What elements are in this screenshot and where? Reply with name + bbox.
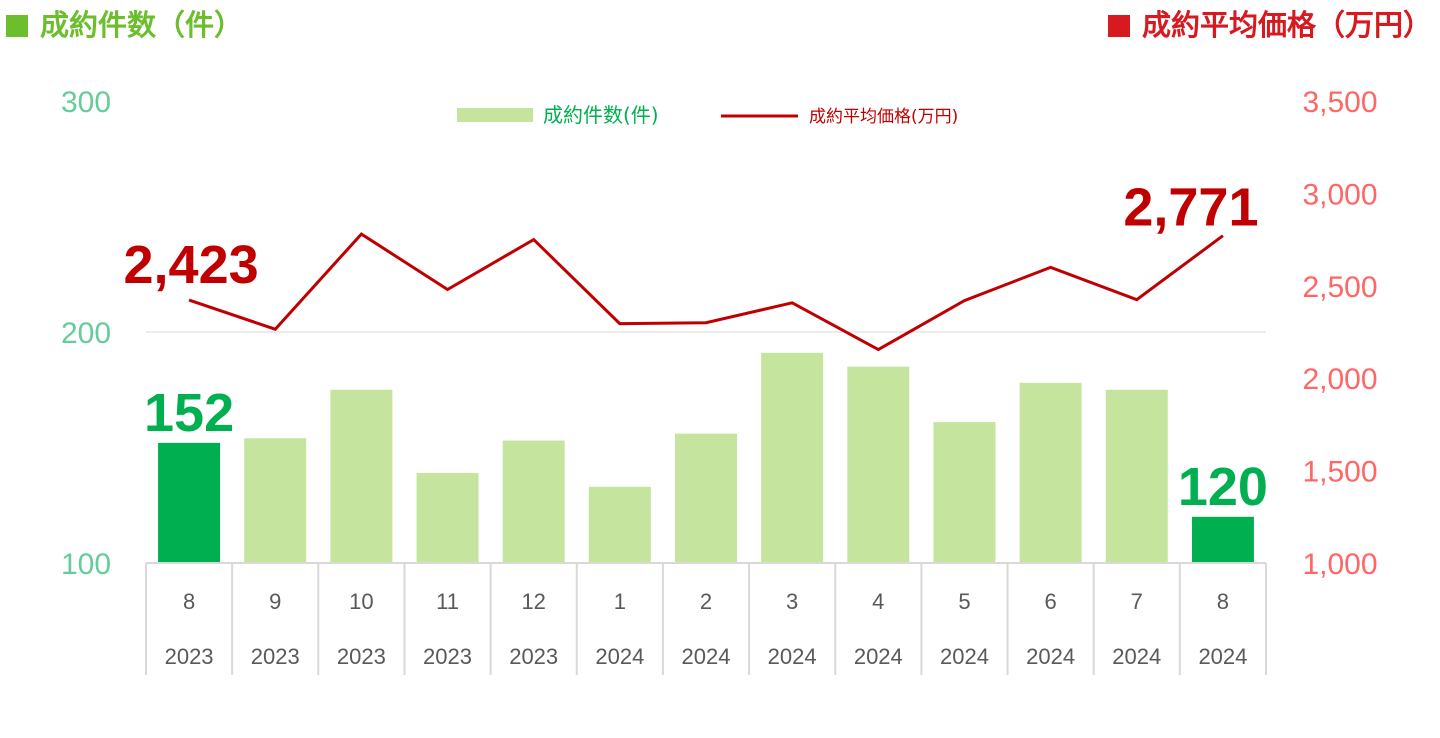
left-axis-tick: 200 bbox=[61, 317, 111, 350]
x-tick-month: 5 bbox=[958, 589, 970, 614]
x-tick-year: 2024 bbox=[940, 644, 989, 669]
bar bbox=[330, 389, 393, 563]
right-axis-tick: 3,000 bbox=[1302, 178, 1377, 211]
x-tick-month: 7 bbox=[1131, 589, 1143, 614]
x-tick-year: 2024 bbox=[1026, 644, 1075, 669]
bar bbox=[1019, 382, 1082, 563]
right-axis-tick: 1,500 bbox=[1302, 456, 1377, 489]
bar bbox=[158, 442, 221, 563]
x-tick-month: 6 bbox=[1044, 589, 1056, 614]
bar-data-label: 120 bbox=[1178, 457, 1268, 517]
green-square-icon bbox=[6, 15, 28, 37]
x-tick-month: 2 bbox=[700, 589, 712, 614]
legend-bar-swatch bbox=[457, 108, 533, 122]
bar bbox=[502, 440, 565, 563]
x-tick-year: 2023 bbox=[509, 644, 558, 669]
x-tick-year: 2024 bbox=[854, 644, 903, 669]
x-tick-year: 2023 bbox=[423, 644, 472, 669]
right-axis-tick: 1,000 bbox=[1302, 548, 1377, 581]
x-tick-year: 2023 bbox=[165, 644, 214, 669]
x-tick-month: 3 bbox=[786, 589, 798, 614]
x-tick-month: 10 bbox=[349, 589, 373, 614]
line-series-header-label: 成約平均価格（万円） bbox=[1141, 10, 1432, 42]
x-tick-month: 12 bbox=[521, 589, 545, 614]
right-axis-tick: 3,500 bbox=[1302, 86, 1377, 119]
red-square-icon bbox=[1107, 15, 1130, 37]
x-tick-month: 1 bbox=[614, 589, 626, 614]
bar bbox=[416, 472, 479, 563]
line-series-header: 成約平均価格（万円） bbox=[1107, 2, 1432, 44]
x-tick-month: 4 bbox=[872, 589, 884, 614]
right-axis-tick: 2,500 bbox=[1302, 271, 1377, 304]
x-tick-year: 2023 bbox=[251, 644, 300, 669]
x-tick-month: 8 bbox=[1217, 589, 1229, 614]
bar bbox=[761, 352, 824, 563]
x-tick-year: 2023 bbox=[337, 644, 386, 669]
legend-bar-label: 成約件数(件) bbox=[543, 103, 659, 127]
x-tick-month: 11 bbox=[436, 589, 459, 614]
x-tick-year: 2024 bbox=[595, 644, 644, 669]
bar bbox=[244, 438, 307, 563]
x-tick-month: 9 bbox=[269, 589, 281, 614]
bar bbox=[675, 433, 737, 563]
bar-series-header-label: 成約件数（件） bbox=[40, 10, 244, 42]
x-tick-year: 2024 bbox=[1112, 644, 1161, 669]
x-tick-year: 2024 bbox=[1198, 644, 1247, 669]
x-tick-year: 2024 bbox=[682, 644, 731, 669]
x-tick-month: 8 bbox=[183, 589, 195, 614]
bar-data-label: 152 bbox=[144, 383, 234, 443]
right-axis-tick: 2,000 bbox=[1302, 363, 1377, 396]
line-data-label: 2,423 bbox=[124, 235, 259, 295]
left-axis-tick: 100 bbox=[61, 548, 111, 581]
bar bbox=[1191, 516, 1254, 563]
bar bbox=[588, 486, 651, 563]
bar bbox=[847, 366, 910, 563]
legend-line-label: 成約平均価格(万円) bbox=[809, 107, 958, 127]
x-tick-year: 2024 bbox=[768, 644, 817, 669]
left-axis-tick: 300 bbox=[61, 86, 111, 119]
bar bbox=[1105, 389, 1168, 563]
bar bbox=[933, 422, 996, 563]
line-data-label: 2,771 bbox=[1123, 178, 1258, 238]
bar-series-header: 成約件数（件） bbox=[6, 2, 243, 44]
price-line bbox=[188, 232, 1224, 352]
